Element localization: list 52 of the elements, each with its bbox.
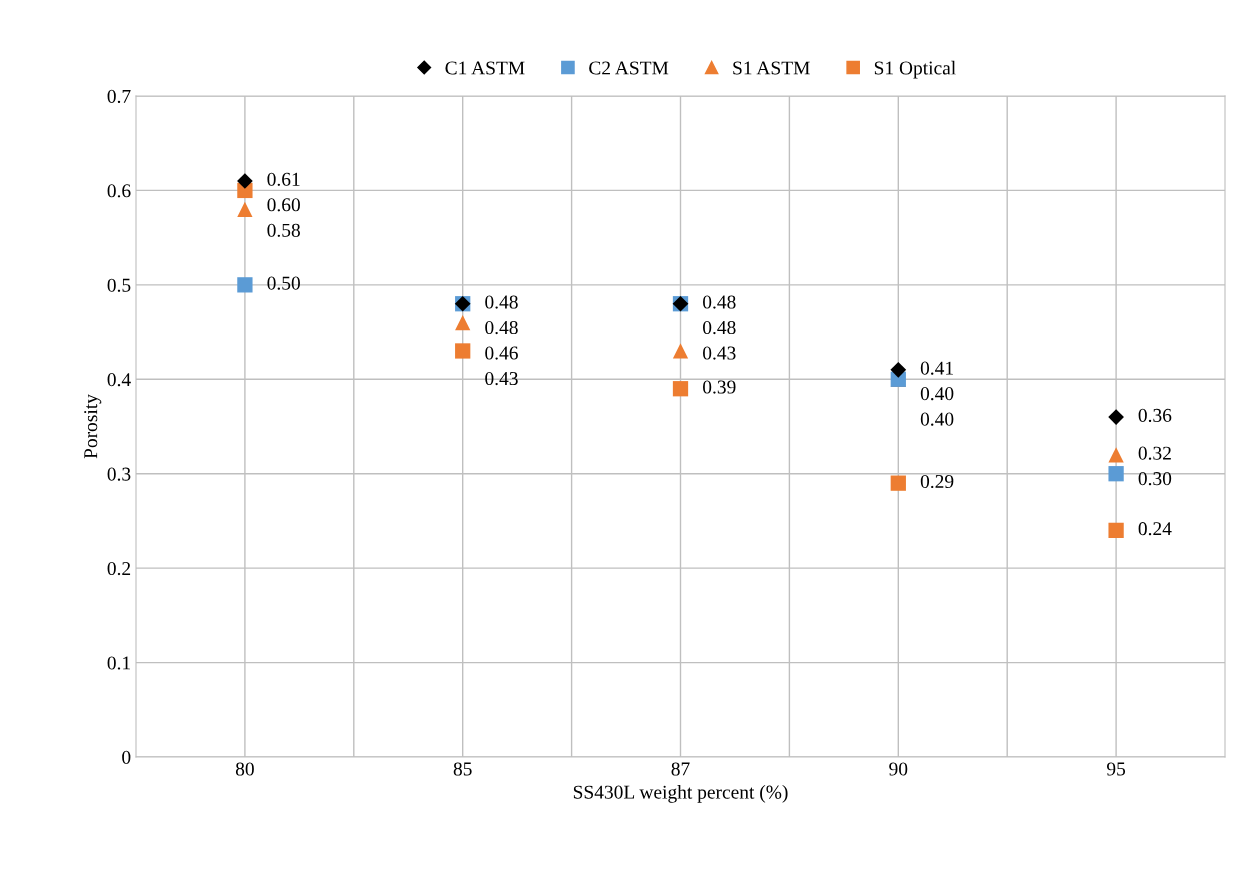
data-label: 0.41 — [920, 361, 953, 375]
data-label: 0.61 — [267, 172, 300, 186]
data-label: 0.58 — [267, 223, 300, 237]
data-label: 0.43 — [485, 371, 518, 386]
point — [672, 343, 689, 359]
data-label: 0.40 — [920, 387, 954, 401]
legend-label: S1 ASTM — [733, 61, 810, 75]
data-label: 0.24 — [1138, 522, 1172, 536]
y-tick-label: 0.4 — [107, 373, 131, 387]
point — [1108, 447, 1124, 463]
y-tick-label: 0.7 — [107, 89, 131, 104]
y-tick-label: 0.6 — [107, 184, 131, 198]
x-tick-label: 90 — [889, 762, 908, 776]
x-tick-label: 80 — [235, 762, 254, 776]
x-tick-label: 85 — [453, 762, 472, 776]
point — [890, 361, 907, 378]
data-label: 0.39 — [703, 380, 736, 394]
data-label: 0.48 — [703, 295, 736, 309]
point — [455, 314, 471, 331]
point — [455, 343, 471, 359]
data-label: 0.48 — [485, 320, 518, 335]
data-label: 0.50 — [267, 276, 300, 290]
y-tick-label: 0.2 — [107, 561, 131, 576]
point — [890, 475, 906, 491]
y-tick-label: 0.1 — [107, 656, 130, 670]
legend-label: C1 ASTM — [445, 61, 525, 75]
data-label: 0.36 — [1138, 408, 1172, 423]
point — [237, 201, 253, 217]
legend-label: C2 ASTM — [589, 61, 669, 75]
point — [1108, 466, 1124, 482]
data-label: 0.60 — [267, 198, 300, 212]
data-label: 0.32 — [1138, 446, 1171, 460]
y-axis-title: Porosity — [84, 394, 102, 459]
point — [672, 381, 689, 397]
point — [1108, 522, 1124, 539]
y-tick-label: 0.3 — [107, 467, 131, 481]
point — [237, 277, 253, 293]
x-tick-label: 87 — [671, 762, 690, 776]
data-label: 0.48 — [485, 295, 518, 309]
point — [1108, 409, 1124, 425]
data-label: 0.46 — [485, 346, 518, 360]
data-label: 0.30 — [1138, 472, 1172, 486]
x-tick-label: 95 — [1107, 762, 1126, 776]
data-label: 0.29 — [920, 474, 954, 489]
legend-label: S1 Optical — [874, 60, 956, 79]
y-tick-label: 0.5 — [107, 278, 131, 292]
data-label: 0.48 — [703, 320, 736, 335]
data-label: 0.40 — [920, 412, 954, 426]
x-axis-title: SS430L weight percent (%) — [573, 785, 788, 803]
y-tick-label: 0 — [122, 750, 131, 764]
data-label: 0.43 — [703, 346, 736, 360]
point — [237, 173, 253, 189]
